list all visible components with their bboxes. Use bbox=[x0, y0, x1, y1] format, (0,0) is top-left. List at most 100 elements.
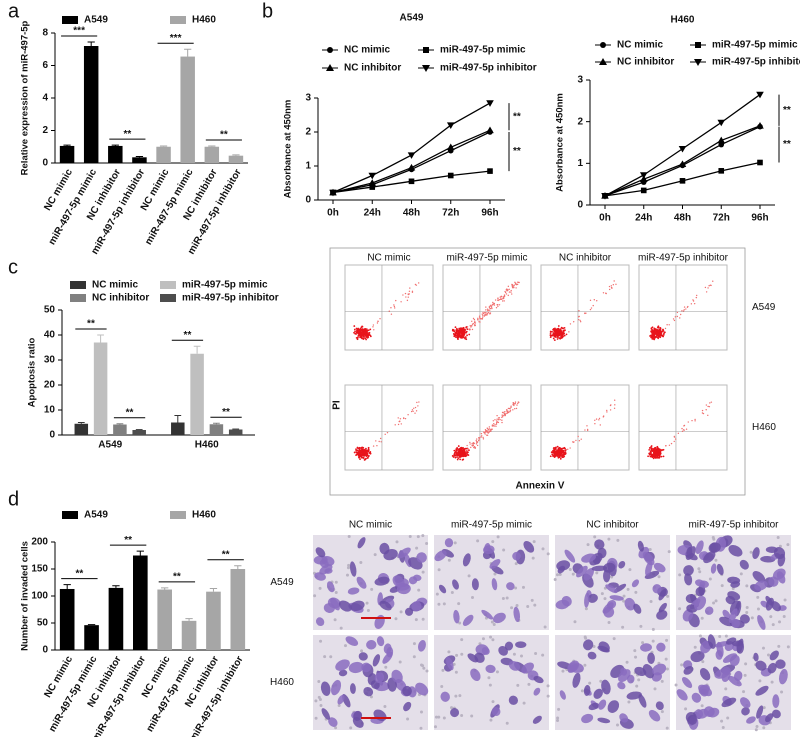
point bbox=[639, 172, 648, 179]
cell-dot bbox=[573, 321, 575, 323]
cell-dot bbox=[614, 404, 616, 406]
cell-dot bbox=[694, 420, 696, 422]
cell-dot bbox=[475, 438, 478, 440]
point bbox=[446, 122, 455, 129]
x-tick-label: 96h bbox=[751, 213, 768, 224]
cell bbox=[729, 654, 740, 667]
bar bbox=[74, 423, 89, 435]
cell-dot bbox=[579, 319, 581, 322]
cell-dot bbox=[681, 430, 684, 433]
cell-dot bbox=[674, 316, 677, 318]
cell bbox=[658, 588, 667, 601]
cell-dot bbox=[360, 449, 363, 451]
legend-marker bbox=[600, 42, 606, 48]
cell-dot bbox=[488, 309, 491, 311]
pore bbox=[651, 639, 655, 643]
cell bbox=[690, 650, 705, 663]
cell-dot bbox=[353, 328, 356, 331]
cell-dot bbox=[373, 329, 375, 331]
cell-dot bbox=[499, 298, 502, 301]
cell-dot bbox=[679, 317, 681, 319]
cell-dot bbox=[705, 404, 708, 406]
cell-dot bbox=[683, 309, 685, 311]
cell-dot bbox=[456, 458, 459, 461]
y-tick-label: 0 bbox=[305, 195, 311, 206]
cell-dot bbox=[409, 287, 411, 289]
pore bbox=[347, 535, 351, 539]
cell-dot bbox=[555, 454, 557, 457]
pore bbox=[684, 707, 688, 711]
pore bbox=[543, 625, 547, 629]
cell-dot bbox=[404, 417, 407, 420]
cell-dot bbox=[495, 423, 498, 425]
pore bbox=[487, 676, 491, 680]
cell-dot bbox=[462, 328, 465, 330]
cell-dot bbox=[398, 420, 400, 423]
point bbox=[329, 189, 337, 197]
cell-dot bbox=[463, 329, 466, 332]
cell-dot bbox=[559, 455, 561, 458]
cell-dot bbox=[359, 336, 361, 339]
cell bbox=[338, 669, 348, 677]
point bbox=[679, 178, 686, 184]
significance-label: ** bbox=[87, 319, 95, 330]
cell-dot bbox=[459, 458, 462, 461]
cell-dot bbox=[355, 448, 357, 451]
pore bbox=[553, 577, 557, 581]
pore bbox=[678, 573, 682, 577]
cell-dot bbox=[564, 453, 567, 455]
pore bbox=[516, 683, 520, 687]
point bbox=[446, 143, 455, 151]
cell-dot bbox=[497, 305, 499, 307]
cell bbox=[728, 608, 738, 623]
cell-dot bbox=[556, 455, 559, 458]
significance-label: ** bbox=[220, 130, 228, 141]
cell-dot bbox=[353, 325, 356, 327]
cell-dot bbox=[495, 307, 498, 309]
cell bbox=[319, 564, 333, 575]
bar bbox=[108, 145, 123, 163]
cell-dot bbox=[474, 320, 476, 322]
pore bbox=[599, 679, 603, 683]
cell bbox=[462, 614, 474, 627]
pore bbox=[458, 621, 462, 625]
cell-dot bbox=[364, 337, 367, 340]
micrograph bbox=[434, 535, 550, 630]
cell-dot bbox=[659, 327, 662, 330]
cell-dot bbox=[670, 442, 673, 445]
y-tick-label: 6 bbox=[42, 60, 48, 71]
cell bbox=[533, 675, 544, 684]
pore bbox=[345, 573, 349, 577]
cell bbox=[755, 685, 769, 696]
cell-dot bbox=[666, 324, 668, 326]
cell bbox=[618, 560, 626, 569]
cell-dot bbox=[553, 456, 556, 458]
pore bbox=[612, 637, 616, 641]
pore bbox=[701, 660, 705, 664]
pore bbox=[767, 653, 771, 657]
cell bbox=[413, 574, 422, 581]
micrograph bbox=[313, 635, 429, 730]
cell-dot bbox=[608, 288, 611, 291]
pore bbox=[460, 652, 464, 656]
cell-dot bbox=[679, 313, 682, 316]
cell-dot bbox=[356, 338, 359, 341]
pore bbox=[762, 706, 766, 710]
cell-dot bbox=[471, 445, 474, 447]
pore bbox=[394, 617, 398, 621]
significance-label: ** bbox=[783, 105, 791, 116]
cell-dot bbox=[364, 458, 367, 461]
pore bbox=[512, 652, 516, 656]
bar bbox=[132, 157, 147, 163]
bar bbox=[228, 155, 244, 163]
cell-dot bbox=[488, 428, 491, 430]
pore bbox=[739, 572, 743, 576]
pore bbox=[769, 615, 773, 619]
cell-dot bbox=[456, 452, 459, 455]
cell bbox=[620, 667, 628, 676]
cell-dot bbox=[484, 311, 486, 314]
pore bbox=[406, 717, 410, 721]
cell bbox=[731, 640, 743, 647]
cell-dot bbox=[402, 294, 404, 296]
cell-dot bbox=[694, 418, 696, 421]
